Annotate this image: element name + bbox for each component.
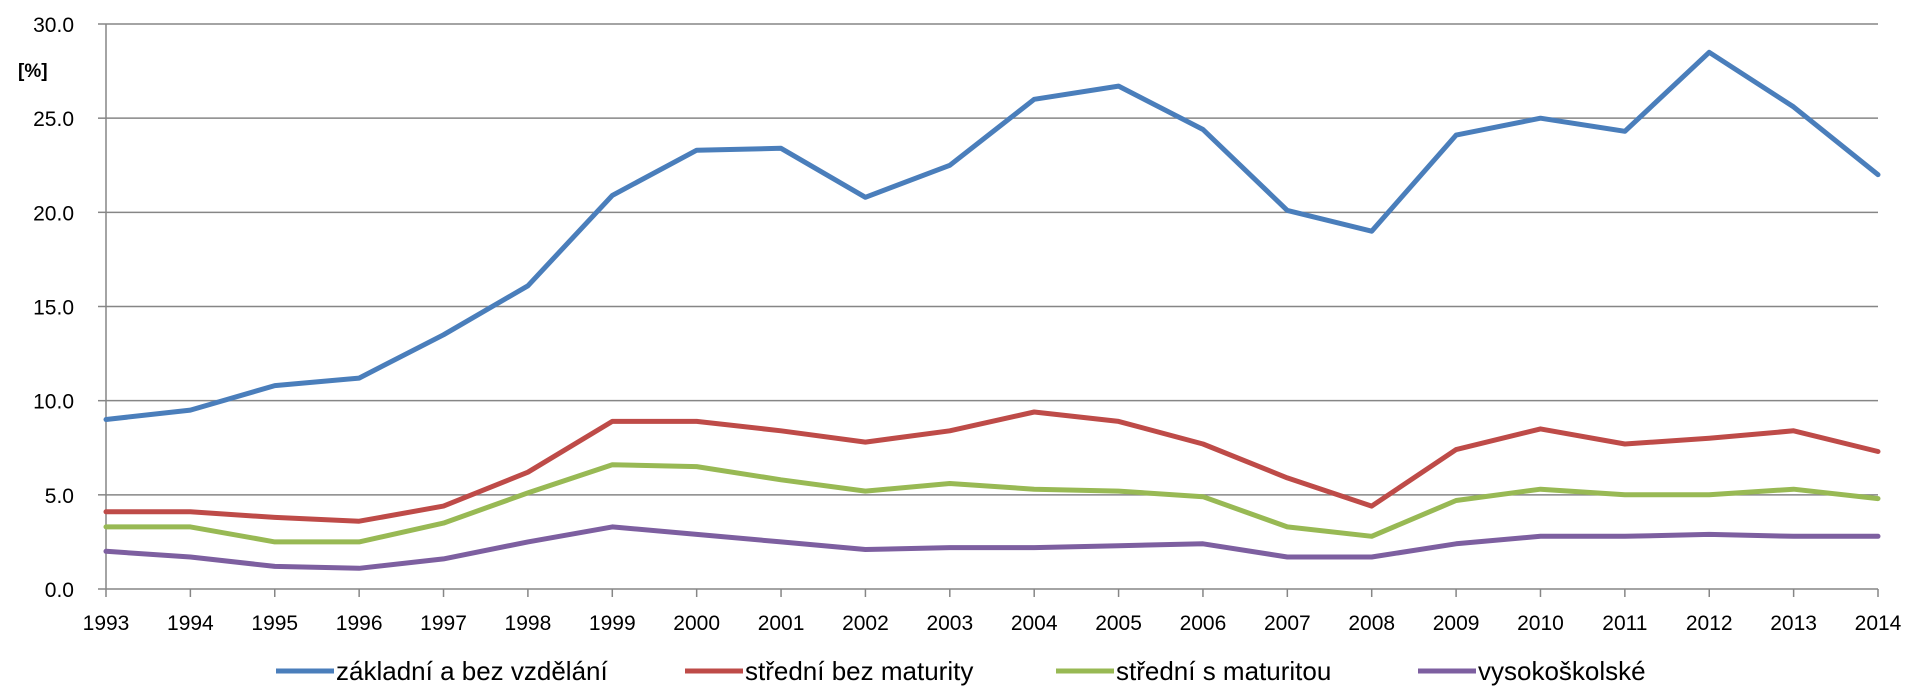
x-tick-label: 2007 xyxy=(1264,612,1311,635)
x-tick-label: 1998 xyxy=(505,612,552,635)
legend: základní a bez vzdělání střední bez matur… xyxy=(276,656,1646,686)
x-tick-label: 2002 xyxy=(842,612,889,635)
series-line-4 xyxy=(103,524,1881,571)
series-lines xyxy=(103,49,1881,571)
y-tick-label: 0.0 xyxy=(45,579,74,602)
x-tick-label: 2004 xyxy=(1011,612,1058,635)
x-tick-label: 1994 xyxy=(167,612,214,635)
x-tick-label: 1996 xyxy=(336,612,383,635)
series-line-2 xyxy=(103,409,1881,524)
x-tick-label: 2014 xyxy=(1855,612,1902,635)
axes xyxy=(105,24,1878,590)
y-tick-label: 20.0 xyxy=(33,202,74,225)
y-tick-label: 30.0 xyxy=(33,14,74,37)
legend-label-1: základní a bez vzdělání xyxy=(336,656,609,686)
y-axis-unit-label: [%] xyxy=(18,61,48,82)
x-axis: 1993 1994 1995 1996 1997 1998 1999 2000 2001 2002… xyxy=(83,589,1902,635)
x-tick-label: 2010 xyxy=(1517,612,1564,635)
legend-label-2: střední bez maturity xyxy=(745,656,973,686)
x-tick-label: 2005 xyxy=(1095,612,1142,635)
y-tick-label: 5.0 xyxy=(45,485,74,508)
y-tick-label: 10.0 xyxy=(33,391,74,414)
x-tick-label: 2003 xyxy=(926,612,973,635)
x-tick-label: 2013 xyxy=(1770,612,1817,635)
x-tick-label: 1993 xyxy=(83,612,130,635)
y-axis: 0.0 5.0 10.0 15.0 20.0 25.0 30.0 xyxy=(33,14,106,602)
grid-lines xyxy=(106,23,1878,496)
series-line-3 xyxy=(103,462,1881,545)
x-tick-label: 2000 xyxy=(673,612,720,635)
x-tick-label: 1999 xyxy=(589,612,636,635)
series-line-1 xyxy=(103,49,1881,422)
legend-label-3: střední s maturitou xyxy=(1116,656,1331,686)
x-tick-label: 2006 xyxy=(1180,612,1227,635)
legend-label-4: vysokoškolské xyxy=(1478,656,1646,686)
y-tick-label: 25.0 xyxy=(33,108,74,131)
x-tick-label: 1995 xyxy=(251,612,298,635)
y-tick-label: 15.0 xyxy=(33,297,74,320)
x-tick-label: 2011 xyxy=(1602,612,1647,635)
x-tick-label: 2001 xyxy=(758,612,805,635)
x-tick-label: 2012 xyxy=(1686,612,1733,635)
x-tick-label: 1997 xyxy=(420,612,467,635)
x-tick-label: 2009 xyxy=(1433,612,1480,635)
x-tick-label: 2008 xyxy=(1348,612,1395,635)
